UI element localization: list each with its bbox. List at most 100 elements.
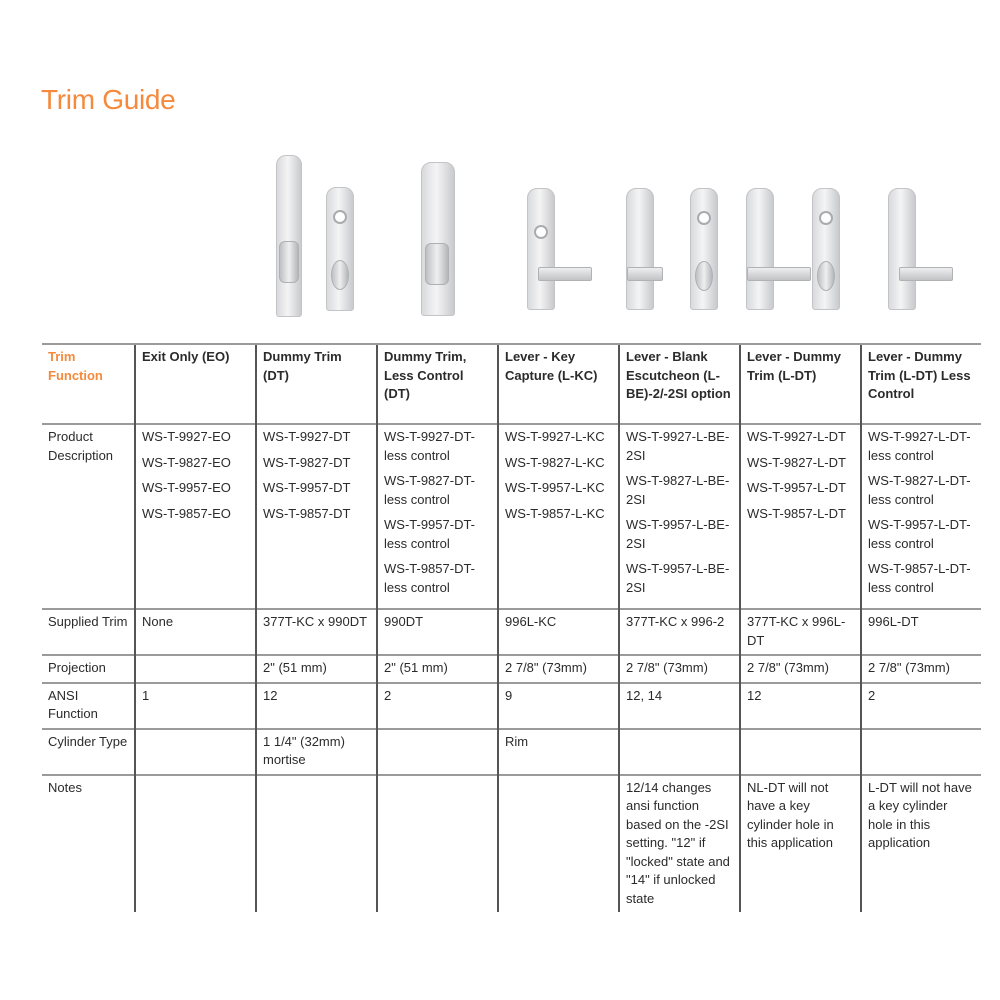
product-code: WS-T-9827-DT-less control [384, 473, 476, 507]
product-code: WS-T-9857-EO [142, 505, 231, 521]
page-title: Trim Guide [41, 84, 176, 115]
table-cell: WS-T-9927-L-KC WS-T-9827-L-KC WS-T-9957-L-… [497, 423, 619, 609]
product-code: WS-T-9957-DT [263, 480, 351, 495]
product-code: WS-T-9957-L-DT [747, 480, 846, 495]
table-cell: 1 1/4" (32mm) mortise [255, 727, 377, 775]
table-cell: 2 7/8" (73mm) [739, 654, 861, 683]
table-cell: 996L-KC [497, 608, 619, 655]
table-row-notes: Notes 12/14 changes ansi function based o… [42, 773, 981, 912]
table-cell: WS-T-9927-L-DT-less control WS-T-9827-L-D… [860, 423, 981, 609]
header-cell: Lever - Dummy Trim (L-DT) [739, 343, 861, 424]
row-label: Projection [42, 654, 135, 683]
header-cell: Lever - Blank Escutcheon (L-BE)-2/-2SI o… [618, 343, 740, 424]
product-code: WS-T-9927-DT-less control [384, 429, 476, 463]
table-cell [739, 727, 861, 775]
table-cell: WS-T-9927-DT WS-T-9827-DT WS-T-9957-DT WS-T… [255, 423, 377, 609]
table-cell: WS-T-9927-L-BE-2SI WS-T-9827-L-BE-2SI WS-T… [618, 423, 740, 609]
product-code: WS-T-9957-L-DT-less control [868, 517, 971, 551]
table-cell: NL-DT will not have a key cylinder hole … [739, 773, 861, 912]
table-cell: Rim [497, 727, 619, 775]
product-code: WS-T-9827-L-KC [505, 454, 605, 470]
table-cell: L-DT will not have a key cylinder hole i… [860, 773, 981, 912]
product-code: WS-T-9857-L-DT [747, 505, 846, 521]
table-cell [134, 727, 256, 775]
table-cell: 2 [376, 681, 498, 729]
product-code: WS-T-9957-L-KC [505, 480, 605, 495]
row-label: Cylinder Type [42, 727, 135, 775]
table-cell [618, 727, 740, 775]
table-row-supplied-trim: Supplied Trim None 377T-KC x 990DT 990DT 996… [42, 608, 981, 655]
table-cell: None [134, 608, 256, 655]
product-code: WS-T-9957-L-BE-2SI [626, 561, 730, 595]
table-cell: 996L-DT [860, 608, 981, 655]
table-cell [860, 727, 981, 775]
table-cell: 9 [497, 681, 619, 729]
row-label: ANSI Function [42, 681, 135, 729]
push-plate-image [421, 162, 455, 316]
row-label: Supplied Trim [42, 608, 135, 655]
table-cell [497, 773, 619, 912]
header-cell: Lever - Dummy Trim (L-DT) Less Control [860, 343, 981, 424]
product-code: WS-T-9957-EO [142, 480, 231, 495]
table-cell: 12/14 changes ansi function based on the… [618, 773, 740, 912]
lever-plate-image [527, 188, 592, 310]
header-row: Trim Function Exit Only (EO) Dummy Trim … [42, 343, 981, 424]
header-cell: Exit Only (EO) [134, 343, 256, 424]
product-code: WS-T-9927-EO [142, 429, 231, 444]
table-cell: 377T-KC x 990DT [255, 608, 377, 655]
table-cell: WS-T-9927-L-DT WS-T-9827-L-DT WS-T-9957-L-… [739, 423, 861, 609]
row-label: Product Description [42, 423, 135, 609]
table-cell: 377T-KC x 996-2 [618, 608, 740, 655]
product-code: WS-T-9927-L-BE-2SI [626, 429, 730, 463]
table-cell [255, 773, 377, 912]
product-code: WS-T-9827-DT [263, 454, 351, 470]
push-plate-image [276, 155, 302, 317]
product-code: WS-T-9857-L-DT-less control [868, 561, 971, 595]
table-cell: 12 [255, 681, 377, 729]
header-cell: Dummy Trim, Less Control (DT) [376, 343, 498, 424]
table-row-cylinder-type: Cylinder Type 1 1/4" (32mm) mortise Rim [42, 727, 981, 775]
table-cell [376, 773, 498, 912]
table-row-ansi-function: ANSI Function 1 12 2 9 12, 14 12 2 [42, 681, 981, 729]
lever-plate-image [626, 188, 663, 310]
row-label: Notes [42, 773, 135, 912]
trim-guide-table: Trim Function Exit Only (EO) Dummy Trim … [42, 343, 981, 912]
header-cell: Dummy Trim (DT) [255, 343, 377, 424]
table-cell: 990DT [376, 608, 498, 655]
table-cell [134, 654, 256, 683]
table-cell [134, 773, 256, 912]
table-cell: 12, 14 [618, 681, 740, 729]
table-row-product-description: Product Description WS-T-9927-EO WS-T-9827… [42, 423, 981, 609]
cylinder-plate-image [690, 188, 718, 310]
product-code: WS-T-9857-DT-less control [384, 561, 476, 595]
table-cell: 12 [739, 681, 861, 729]
product-code: WS-T-9827-L-DT-less control [868, 473, 971, 507]
product-code: WS-T-9827-L-BE-2SI [626, 473, 730, 507]
cylinder-plate-image [812, 188, 840, 310]
lever-plate-image [888, 188, 953, 310]
table-cell: WS-T-9927-EO WS-T-9827-EO WS-T-9957-EO WS-T… [134, 423, 256, 609]
product-code: WS-T-9957-L-BE-2SI [626, 517, 730, 551]
table-cell: 2" (51 mm) [255, 654, 377, 683]
product-code: WS-T-9827-L-DT [747, 454, 846, 470]
table-cell: 2 7/8" (73mm) [497, 654, 619, 683]
table-cell: 377T-KC x 996L-DT [739, 608, 861, 655]
table-cell: 2 7/8" (73mm) [860, 654, 981, 683]
product-code: WS-T-9927-L-DT [747, 429, 846, 444]
header-cell: Trim Function [42, 343, 135, 424]
product-code: WS-T-9927-L-DT-less control [868, 429, 971, 463]
table-cell: 1 [134, 681, 256, 729]
table-cell: 2 [860, 681, 981, 729]
table-cell: 2 7/8" (73mm) [618, 654, 740, 683]
product-code: WS-T-9857-DT [263, 505, 351, 521]
table-cell [376, 727, 498, 775]
lever-plate-image [746, 188, 811, 310]
table-cell: 2" (51 mm) [376, 654, 498, 683]
product-code: WS-T-9927-L-KC [505, 429, 605, 444]
product-code: WS-T-9857-L-KC [505, 505, 605, 521]
product-code: WS-T-9927-DT [263, 429, 351, 444]
table-row-projection: Projection 2" (51 mm) 2" (51 mm) 2 7/8" (73… [42, 654, 981, 683]
table-cell: WS-T-9927-DT-less control WS-T-9827-DT-le… [376, 423, 498, 609]
header-cell: Lever - Key Capture (L-KC) [497, 343, 619, 424]
product-code: WS-T-9827-EO [142, 454, 231, 470]
